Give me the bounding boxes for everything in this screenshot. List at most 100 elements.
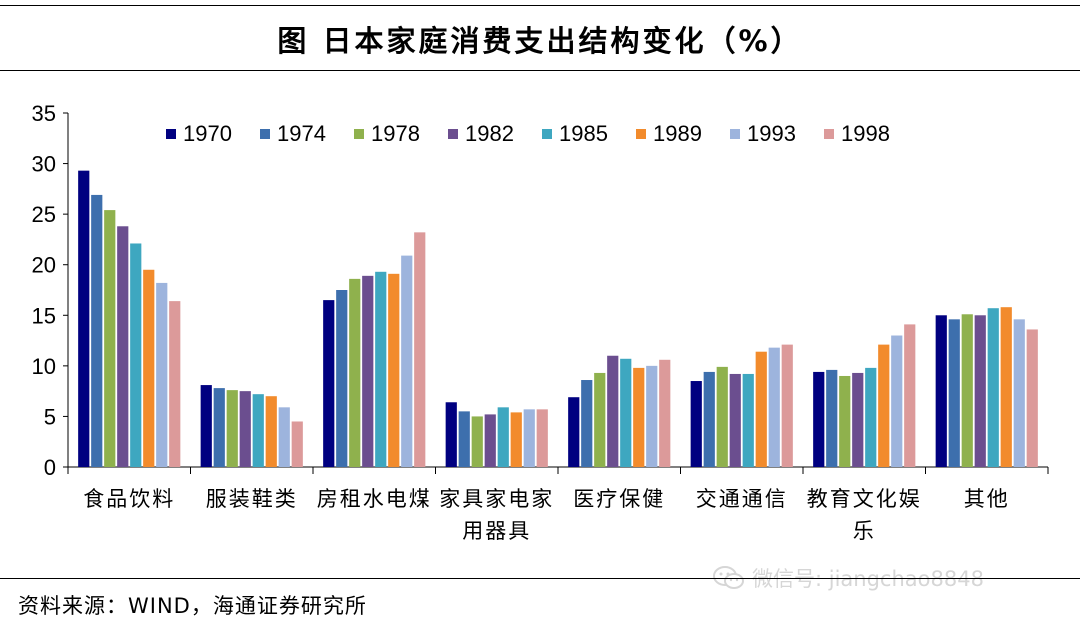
bar [961, 314, 973, 467]
bar [716, 366, 728, 467]
bar [143, 269, 155, 467]
bar [445, 402, 457, 467]
legend-swatch [636, 129, 646, 139]
chart-title: 图 日本家庭消费支出结构变化（%） [277, 24, 803, 58]
bar [510, 412, 522, 467]
y-tick-label: 5 [44, 404, 56, 429]
y-tick-label: 10 [32, 354, 56, 379]
bar [852, 372, 864, 467]
x-tick-label: 食品饮料 [83, 487, 175, 511]
bar [497, 407, 509, 467]
bar [278, 407, 290, 467]
bar [755, 351, 767, 467]
bar [620, 358, 632, 467]
bar [742, 373, 754, 467]
bar [523, 409, 535, 467]
top-rule [0, 5, 1080, 6]
legend-label: 1993 [747, 121, 796, 146]
bar [904, 324, 916, 467]
y-tick-label: 0 [44, 455, 56, 480]
bar [703, 371, 715, 467]
bar [768, 347, 780, 467]
bar [607, 355, 619, 467]
bar [91, 194, 103, 467]
bar [213, 388, 225, 467]
legend-label: 1974 [277, 121, 326, 146]
bar [239, 391, 251, 467]
bar [484, 414, 496, 467]
source-note: 资料来源：WIND，海通证券研究所 [18, 594, 367, 618]
bar [839, 375, 851, 467]
y-tick-label: 25 [32, 202, 56, 227]
bar [826, 369, 838, 467]
bar [781, 344, 793, 467]
bar [891, 335, 903, 467]
bar [156, 282, 168, 467]
legend-label: 1978 [371, 121, 420, 146]
bar [336, 290, 348, 467]
x-tick-label: 家具家电家 [439, 487, 554, 511]
x-tick-label: 教育文化娱 [807, 487, 922, 511]
legend-swatch [730, 129, 740, 139]
legend-label: 1998 [841, 121, 890, 146]
bar [1026, 329, 1038, 467]
y-tick-label: 35 [32, 101, 56, 126]
y-tick-label: 20 [32, 253, 56, 278]
bar [252, 394, 264, 467]
bar [878, 344, 890, 467]
x-tick-label: 其他 [964, 487, 1010, 511]
x-tick-label: 用器具 [462, 519, 531, 543]
bar [104, 210, 116, 467]
bar [291, 421, 303, 467]
bar [581, 380, 593, 467]
bar [349, 278, 361, 467]
bar [388, 273, 400, 467]
bar [226, 390, 238, 467]
x-tick-label: 房租水电煤 [317, 487, 432, 511]
wechat-icon [713, 566, 744, 589]
x-tick-label: 服装鞋类 [206, 487, 298, 511]
bar [729, 373, 741, 467]
bar [471, 416, 483, 467]
bar [536, 409, 548, 467]
bar [813, 371, 825, 467]
legend-swatch [824, 129, 834, 139]
bar [646, 365, 658, 467]
y-tick-label: 15 [32, 303, 56, 328]
bar [375, 271, 387, 467]
bar [690, 381, 702, 467]
x-tick-label: 乐 [853, 519, 876, 543]
bar [594, 372, 606, 467]
bar [414, 232, 426, 467]
bar [935, 315, 947, 467]
bar [169, 301, 181, 467]
bar [200, 385, 212, 467]
x-tick-label: 交通通信 [696, 487, 788, 511]
title-rule [0, 70, 1080, 71]
legend-label: 1970 [183, 121, 232, 146]
bar [948, 319, 960, 467]
bar [568, 397, 580, 467]
legend-label: 1985 [559, 121, 608, 146]
y-tick-label: 30 [32, 152, 56, 177]
bar [1000, 307, 1012, 467]
bar [1013, 319, 1025, 467]
bar [130, 243, 142, 467]
watermark-text: 微信号: jiangchao8848 [752, 567, 984, 591]
bar [362, 275, 374, 467]
bar [458, 411, 470, 467]
bar [974, 315, 986, 467]
legend-swatch [448, 129, 458, 139]
legend-swatch [166, 129, 176, 139]
legend-swatch [354, 129, 364, 139]
legend-label: 1989 [653, 121, 702, 146]
watermark: 微信号: jiangchao8848 [712, 563, 984, 593]
x-tick-label: 医疗保健 [573, 487, 665, 511]
legend-swatch [260, 129, 270, 139]
bar [659, 359, 671, 467]
legend-label: 1982 [465, 121, 514, 146]
bar [401, 255, 413, 467]
bottom-rule [0, 578, 1080, 579]
legend-swatch [542, 129, 552, 139]
